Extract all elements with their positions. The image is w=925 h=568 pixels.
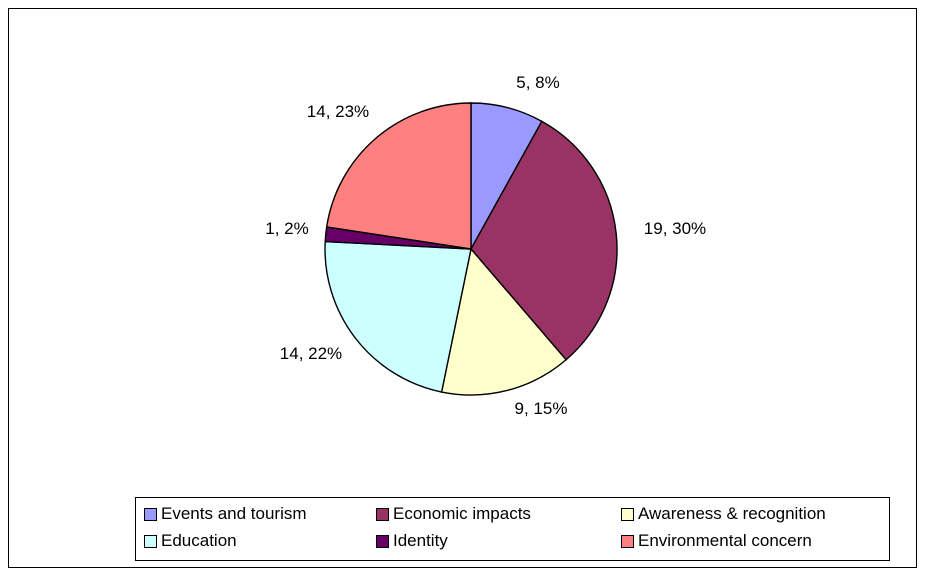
pie-chart: 5, 8% 19, 30% 9, 15% 14, 22% 1, 2% 14, 23% bbox=[265, 73, 706, 418]
legend: Events and tourism Economic impacts Awar… bbox=[135, 497, 890, 561]
data-label-awareness-recognition: 9, 15% bbox=[515, 399, 568, 418]
legend-item-environmental-concern: Environmental concern bbox=[621, 531, 812, 551]
legend-label: Awareness & recognition bbox=[638, 504, 826, 523]
pie-slice-education bbox=[324, 240, 472, 393]
data-label-environmental-concern: 14, 23% bbox=[307, 102, 369, 121]
data-label-identity: 1, 2% bbox=[265, 219, 308, 238]
chart-area: 5, 8% 19, 30% 9, 15% 14, 22% 1, 2% 14, 23% Ev… bbox=[8, 8, 917, 568]
pie-slice-environmental-concern bbox=[325, 102, 472, 250]
legend-label: Education bbox=[161, 531, 237, 550]
legend-label: Events and tourism bbox=[161, 504, 307, 523]
legend-swatch bbox=[144, 507, 157, 521]
legend-swatch bbox=[621, 507, 634, 521]
legend-item-events-and-tourism: Events and tourism bbox=[144, 504, 307, 524]
pie-slice-economic-impacts bbox=[470, 120, 618, 361]
legend-item-economic-impacts: Economic impacts bbox=[376, 504, 531, 524]
legend-swatch bbox=[376, 507, 389, 521]
legend-item-education: Education bbox=[144, 531, 237, 551]
legend-swatch bbox=[376, 534, 389, 548]
legend-label: Environmental concern bbox=[638, 531, 812, 550]
data-label-education: 14, 22% bbox=[280, 344, 342, 363]
legend-swatch bbox=[621, 534, 634, 548]
legend-item-awareness-and-recognition: Awareness & recognition bbox=[621, 504, 826, 524]
legend-item-identity: Identity bbox=[376, 531, 448, 551]
data-label-economic-impacts: 19, 30% bbox=[644, 219, 706, 238]
pie-slice-awareness-recognition bbox=[440, 247, 568, 396]
legend-label: Identity bbox=[393, 531, 448, 550]
legend-label: Economic impacts bbox=[393, 504, 531, 523]
data-label-events-and-tourism: 5, 8% bbox=[516, 73, 559, 92]
legend-swatch bbox=[144, 534, 157, 548]
